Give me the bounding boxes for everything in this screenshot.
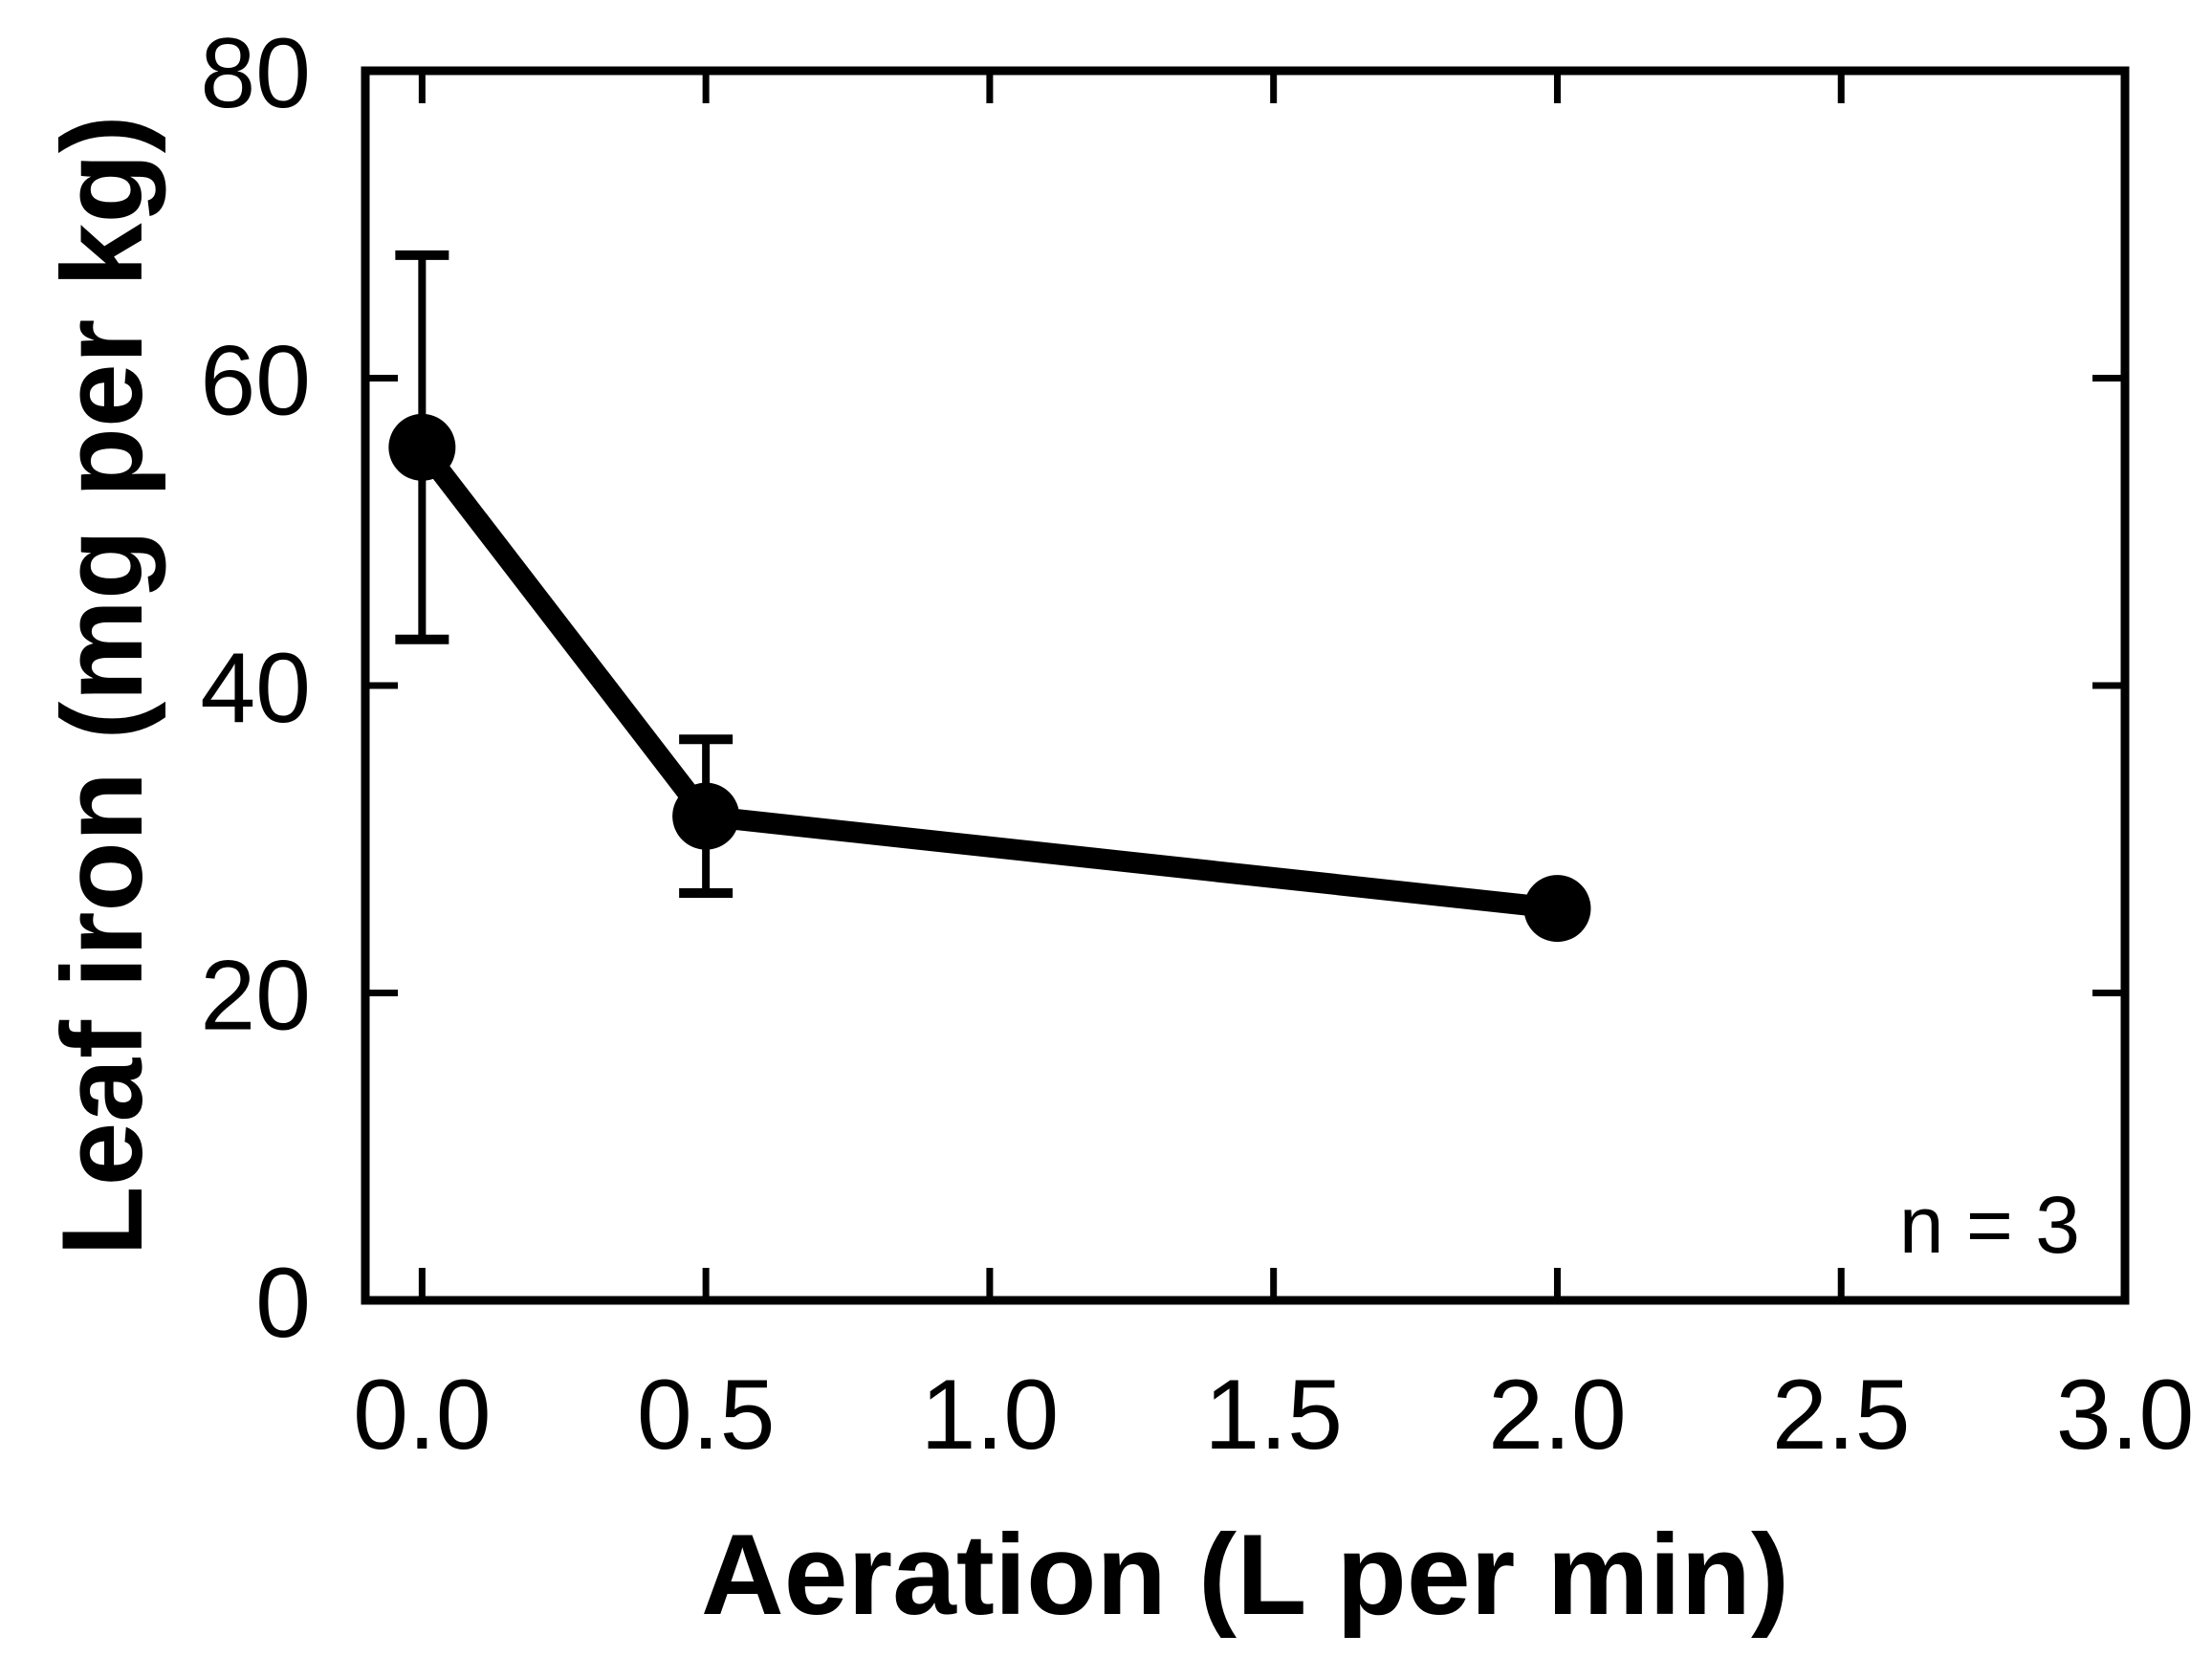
x-tick-label: 2.0 (1488, 1360, 1627, 1471)
x-tick-label: 3.0 (2056, 1360, 2195, 1471)
x-tick-labels: 0.0 0.5 1.0 1.5 2.0 2.5 3.0 (353, 1360, 2194, 1471)
series-line (413, 441, 1559, 920)
data-series (388, 250, 1591, 943)
y-tick-label: 60 (200, 326, 311, 437)
y-tick-labels: 0 20 40 60 80 (200, 18, 311, 1359)
plot-frame (361, 66, 2130, 1305)
x-axis-title: Aeration (L per min) (701, 1511, 1789, 1639)
x-tick-label: 1.0 (921, 1360, 1060, 1471)
y-tick-label: 40 (200, 633, 311, 744)
y-axis-title: Leaf iron (mg per kg) (38, 115, 166, 1255)
x-tick-label: 1.5 (1204, 1360, 1343, 1471)
data-point (672, 782, 740, 850)
y-tick-label: 80 (200, 18, 311, 129)
data-point (388, 413, 456, 481)
x-tick-label: 0.0 (353, 1360, 492, 1471)
axis-ticks (365, 67, 2129, 1304)
y-tick-label: 20 (200, 941, 311, 1052)
sample-size-annotation: n = 3 (1899, 1180, 2080, 1270)
data-point (1523, 875, 1591, 943)
y-tick-label: 0 (255, 1248, 311, 1359)
x-tick-label: 2.5 (1772, 1360, 1911, 1471)
x-tick-label: 0.5 (637, 1360, 776, 1471)
